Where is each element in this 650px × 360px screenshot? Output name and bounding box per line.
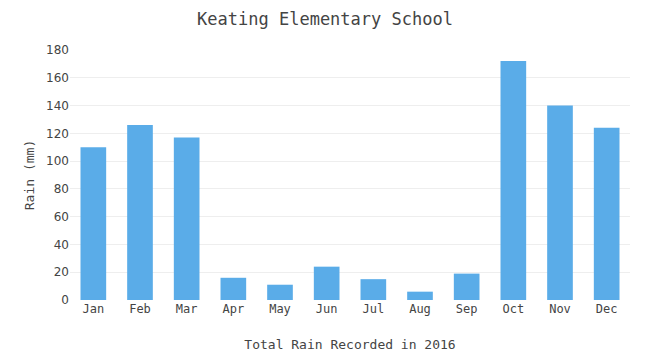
svg-text:180: 180	[46, 43, 69, 57]
svg-text:Aug: Aug	[409, 302, 431, 316]
svg-text:Nov: Nov	[549, 302, 571, 316]
svg-text:160: 160	[46, 71, 69, 85]
svg-text:80: 80	[54, 182, 69, 196]
svg-text:20: 20	[54, 265, 69, 279]
svg-text:120: 120	[46, 127, 69, 141]
svg-text:Keating Elementary School: Keating Elementary School	[197, 9, 453, 29]
svg-text:140: 140	[46, 99, 69, 113]
svg-text:Jan: Jan	[82, 302, 104, 316]
svg-text:Oct: Oct	[502, 302, 524, 316]
svg-text:Apr: Apr	[222, 302, 244, 316]
svg-text:60: 60	[54, 210, 69, 224]
svg-text:100: 100	[46, 154, 69, 168]
svg-text:Jul: Jul	[362, 302, 384, 316]
svg-text:Total Rain Recorded in 2016: Total Rain Recorded in 2016	[244, 337, 455, 352]
svg-text:Feb: Feb	[129, 302, 151, 316]
svg-text:Jun: Jun	[316, 302, 338, 316]
svg-text:0: 0	[61, 293, 69, 307]
svg-text:May: May	[269, 302, 291, 316]
svg-text:Dec: Dec	[596, 302, 618, 316]
svg-text:Sep: Sep	[456, 302, 478, 316]
svg-text:Mar: Mar	[176, 302, 198, 316]
svg-text:40: 40	[54, 238, 69, 252]
svg-text:Rain (mm): Rain (mm)	[22, 140, 37, 210]
